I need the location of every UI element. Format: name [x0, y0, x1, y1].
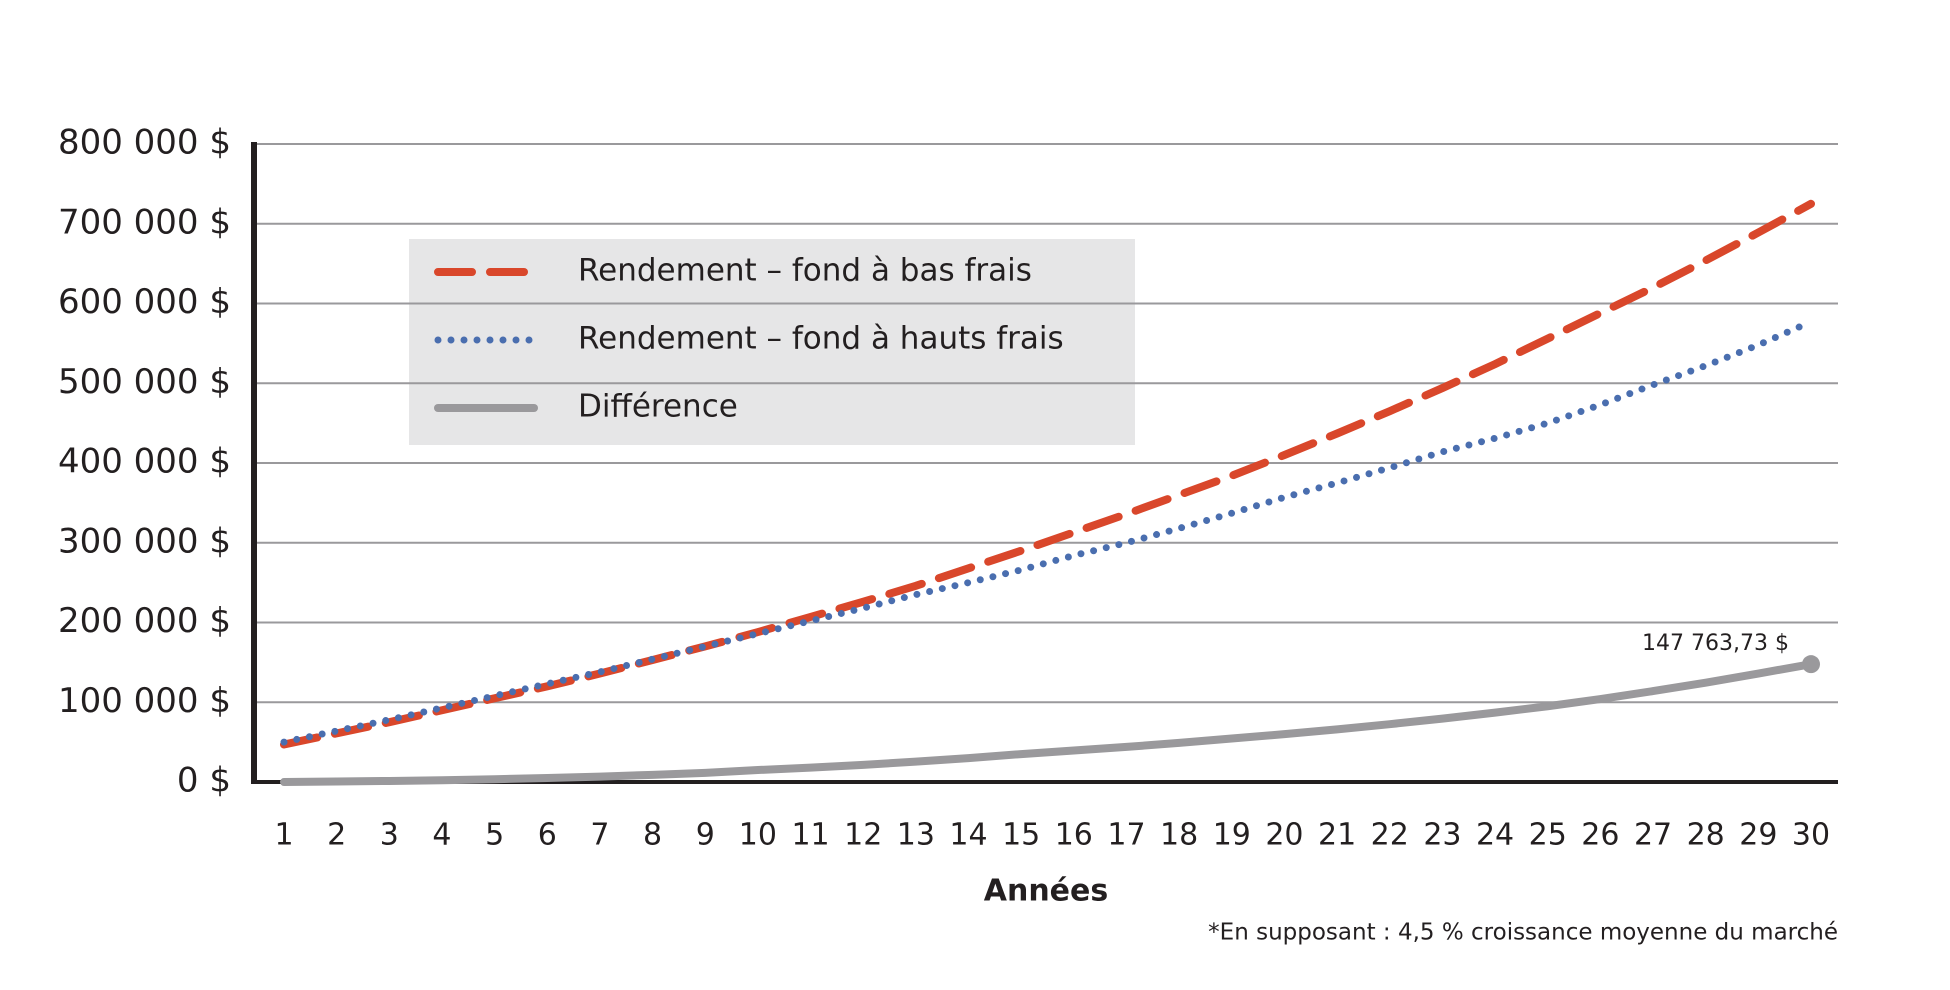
x-tick-label: 14	[949, 818, 987, 853]
x-tick-label: 26	[1581, 818, 1619, 853]
x-tick-label: 28	[1687, 818, 1725, 853]
x-tick-label: 5	[485, 818, 504, 853]
x-tick-label: 8	[643, 818, 662, 853]
y-tick-label: 0 $	[177, 761, 231, 801]
x-tick-label: 25	[1529, 818, 1567, 853]
footnote: *En supposant : 4,5 % croissance moyenne…	[1208, 920, 1838, 946]
x-tick-label: 30	[1792, 818, 1830, 853]
x-tick-label: 7	[590, 818, 609, 853]
y-tick-label: 800 000 $	[58, 123, 231, 163]
x-tick-label: 4	[432, 818, 451, 853]
y-tick-label: 300 000 $	[58, 521, 231, 561]
x-tick-label: 19	[1213, 818, 1251, 853]
y-tick-label: 100 000 $	[58, 681, 231, 721]
x-tick-label: 24	[1476, 818, 1514, 853]
y-tick-label: 500 000 $	[58, 362, 231, 402]
x-tick-label: 29	[1739, 818, 1777, 853]
x-tick-label: 11	[791, 818, 829, 853]
legend-label: Rendement – fond à bas frais	[578, 253, 1032, 289]
x-tick-label: 1	[274, 818, 293, 853]
series-line	[280, 318, 1815, 746]
y-tick-label: 600 000 $	[58, 282, 231, 322]
x-tick-label: 15	[1002, 818, 1040, 853]
end-marker	[1802, 655, 1820, 674]
x-tick-label: 20	[1265, 818, 1303, 853]
x-tick-label: 16	[1055, 818, 1093, 853]
x-tick-label: 17	[1107, 818, 1145, 853]
x-tick-label: 10	[739, 818, 777, 853]
x-tick-label: 12	[844, 818, 882, 853]
x-tick-label: 18	[1160, 818, 1198, 853]
y-tick-label: 200 000 $	[58, 601, 231, 641]
x-tick-label: 21	[1318, 818, 1356, 853]
legend-label: Rendement – fond à hauts frais	[578, 321, 1064, 357]
x-tick-label: 23	[1423, 818, 1461, 853]
x-tick-label: 9	[696, 818, 715, 853]
x-tick-label: 3	[380, 818, 399, 853]
x-tick-label: 13	[897, 818, 935, 853]
y-tick-label: 700 000 $	[58, 202, 231, 242]
legend-label: Différence	[578, 389, 738, 425]
x-axis-title: Années	[984, 874, 1108, 909]
x-tick-label: 6	[538, 818, 557, 853]
x-tick-label: 27	[1634, 818, 1672, 853]
y-tick-label: 400 000 $	[58, 442, 231, 482]
value-label: 147 763,73 $	[1642, 631, 1789, 656]
series-line	[280, 660, 1815, 786]
x-tick-label: 22	[1371, 818, 1409, 853]
x-tick-label: 2	[327, 818, 346, 853]
